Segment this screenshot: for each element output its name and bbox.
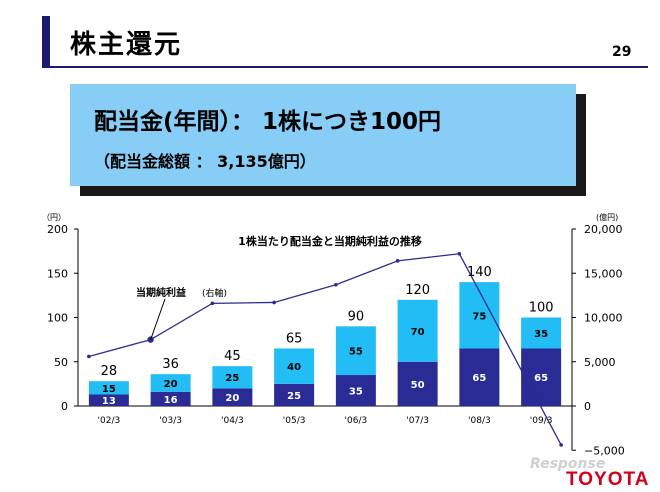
net-income-point xyxy=(210,301,215,306)
bar-year-end-label: 15 xyxy=(102,384,116,395)
bar-year-end xyxy=(150,374,191,392)
bar-interim xyxy=(397,361,438,406)
x-tick-label: '07/3 xyxy=(406,416,429,426)
right-tick-label: −5,000 xyxy=(584,444,625,457)
title-accent-bar xyxy=(42,16,50,66)
net-income-point xyxy=(457,251,462,256)
bar-year-end-label: 35 xyxy=(534,329,548,340)
bar-total-label: 120 xyxy=(405,283,430,298)
right-tick-label: 0 xyxy=(584,400,591,413)
line-series-axis-note: (右軸) xyxy=(202,287,227,299)
bar-year-end xyxy=(274,348,315,384)
dividend-total: （配当金総額 ： 3,135億円） xyxy=(94,152,316,171)
bar-year-end-label: 25 xyxy=(225,373,239,384)
dividend-callout: 配当金(年間）： 1株につき100円 （配当金総額 ： 3,135億円） xyxy=(70,84,576,186)
net-income-line xyxy=(88,253,562,446)
bar-total-label: 65 xyxy=(286,331,303,346)
bar-interim xyxy=(150,391,191,406)
bar-interim xyxy=(88,394,129,406)
bar-year-end xyxy=(88,381,129,395)
left-axis-unit: （円） xyxy=(42,213,66,222)
left-tick-label: 0 xyxy=(61,400,68,413)
net-income-point xyxy=(272,300,276,305)
left-tick-label: 200 xyxy=(47,223,68,236)
right-tick-label: 5,000 xyxy=(584,356,616,369)
right-axis-unit: (億円) xyxy=(596,212,618,222)
bar-interim xyxy=(521,348,562,406)
bar-total-label: 140 xyxy=(467,265,492,280)
line-series-label: 当期純利益 xyxy=(136,286,186,299)
bar-total-label: 28 xyxy=(101,364,118,379)
x-tick-label: '09/3 xyxy=(530,416,553,426)
chart-title: 1株当たり配当金と当期純利益の推移 xyxy=(238,234,422,248)
bar-interim-label: 50 xyxy=(411,380,425,391)
title-underline xyxy=(42,66,648,68)
bar-year-end-label: 40 xyxy=(287,362,301,373)
bar-total-label: 90 xyxy=(348,309,365,324)
x-tick-label: '08/3 xyxy=(468,416,491,426)
bar-interim xyxy=(274,383,315,406)
net-income-point xyxy=(395,259,400,263)
bar-interim-label: 16 xyxy=(164,395,178,406)
bar-total-label: 36 xyxy=(162,357,179,372)
x-tick-label: '06/3 xyxy=(345,416,368,426)
bar-interim xyxy=(335,375,376,406)
bar-interim xyxy=(212,388,253,406)
bar-interim-label: 25 xyxy=(287,391,301,402)
bar-year-end-label: 70 xyxy=(411,327,425,338)
bar-year-end-label: 75 xyxy=(472,311,486,322)
bar-interim xyxy=(459,348,500,406)
net-income-point xyxy=(559,443,563,447)
bar-interim-label: 65 xyxy=(534,373,548,384)
x-tick-label: '02/3 xyxy=(98,416,121,426)
bar-interim-label: 20 xyxy=(225,393,239,404)
x-tick-label: '04/3 xyxy=(221,416,244,426)
bar-year-end xyxy=(397,299,438,362)
bar-year-end-label: 55 xyxy=(349,347,363,358)
right-tick-label: 15,000 xyxy=(584,267,623,280)
bar-interim-label: 13 xyxy=(102,396,116,407)
response-watermark: Response xyxy=(530,456,606,472)
left-tick-label: 150 xyxy=(47,267,68,280)
net-income-point xyxy=(334,282,338,287)
left-tick-label: 100 xyxy=(47,312,68,325)
bar-year-end xyxy=(212,366,253,389)
toyota-logo: TOYOTA xyxy=(566,469,650,490)
page-number: 29 xyxy=(612,44,632,60)
bar-total-label: 45 xyxy=(224,349,241,364)
bar-year-end xyxy=(335,326,376,376)
left-tick-label: 50 xyxy=(54,356,68,369)
bar-interim-label: 65 xyxy=(472,373,486,384)
net-income-point xyxy=(87,354,91,359)
bar-year-end-label: 20 xyxy=(164,379,178,390)
line-series-leader xyxy=(150,298,166,340)
bar-year-end xyxy=(521,317,562,349)
bar-total-label: 100 xyxy=(529,301,554,316)
dividend-per-share: 配当金(年間）： 1株につき100円 xyxy=(94,109,442,135)
x-tick-label: '03/3 xyxy=(159,416,182,426)
right-tick-label: 10,000 xyxy=(584,312,623,325)
bar-interim-label: 35 xyxy=(349,387,363,398)
x-tick-label: '05/3 xyxy=(283,416,306,426)
page-title: 株主還元 xyxy=(70,30,183,60)
right-tick-label: 20,000 xyxy=(584,223,623,236)
